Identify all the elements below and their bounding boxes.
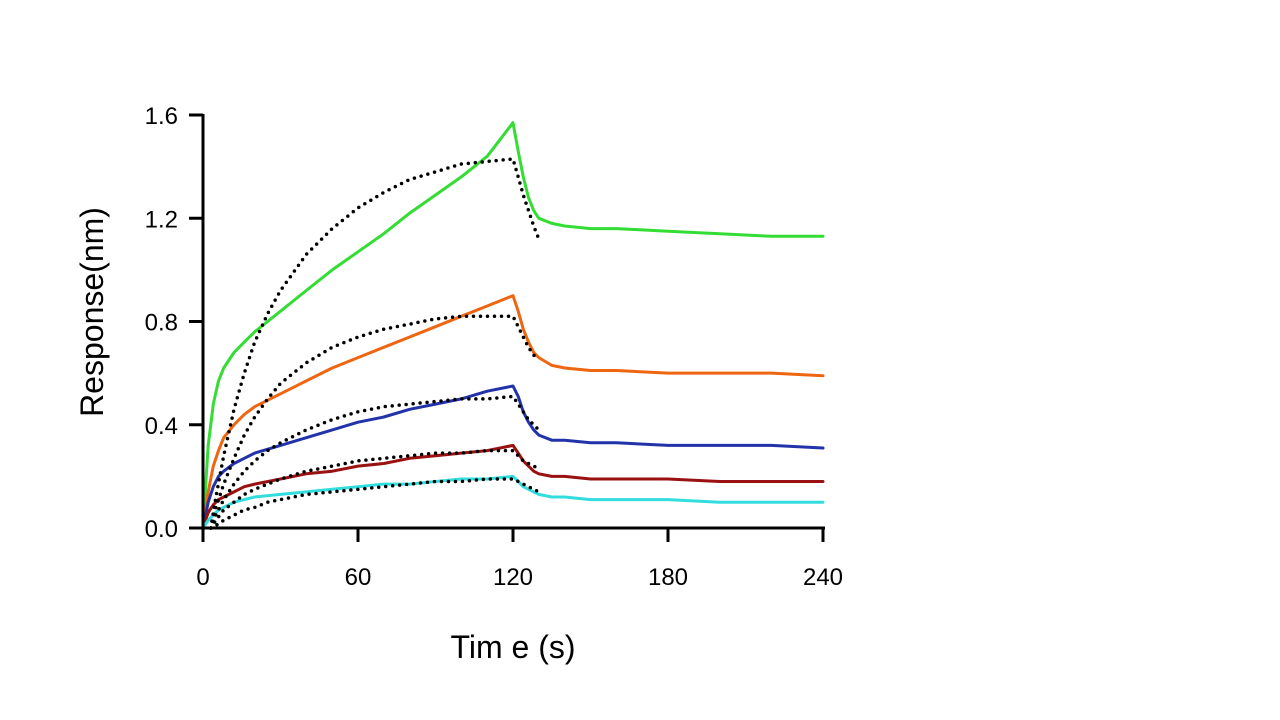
x-tick-label: 120 — [493, 564, 533, 591]
fit-curve-6 — [209, 157, 541, 530]
series-line-1 — [201, 121, 825, 530]
series-layer — [201, 121, 825, 530]
y-tick-label: 0.4 — [145, 413, 178, 440]
x-tick-label: 0 — [196, 564, 209, 591]
y-tick-label: 1.6 — [145, 103, 178, 130]
series-line-3 — [201, 384, 825, 530]
series-line-4 — [201, 443, 825, 530]
y-axis-title: Response(nm) — [74, 207, 110, 417]
fit-curve-9 — [209, 448, 541, 530]
x-tick-label: 60 — [345, 564, 372, 591]
y-tick-label: 1.2 — [145, 206, 178, 233]
x-axis-title: Tim e (s) — [450, 629, 575, 665]
series-line-2 — [201, 294, 825, 530]
ticks: 0 60 120 180 240 0.0 0.4 0.8 1.2 1.6 — [145, 103, 843, 591]
axes — [201, 114, 825, 530]
fit-curve-7 — [209, 314, 541, 530]
fit-curve-8 — [209, 394, 541, 530]
y-tick-label: 0.8 — [145, 310, 178, 337]
y-tick-label: 0.0 — [145, 516, 178, 543]
fit-curve-10 — [209, 477, 541, 530]
x-tick-label: 240 — [803, 564, 843, 591]
series-line-5 — [201, 474, 825, 530]
x-tick-label: 180 — [648, 564, 688, 591]
